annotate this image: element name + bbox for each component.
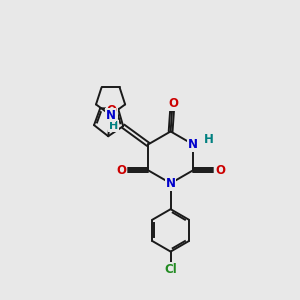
Text: N: N — [188, 138, 198, 151]
Text: O: O — [215, 164, 225, 177]
Text: H: H — [109, 121, 118, 131]
Text: O: O — [169, 97, 178, 110]
Text: O: O — [107, 104, 117, 117]
Text: N: N — [166, 177, 176, 190]
Text: Cl: Cl — [164, 263, 177, 276]
Text: N: N — [106, 109, 116, 122]
Text: O: O — [116, 164, 126, 177]
Text: H: H — [203, 133, 213, 146]
